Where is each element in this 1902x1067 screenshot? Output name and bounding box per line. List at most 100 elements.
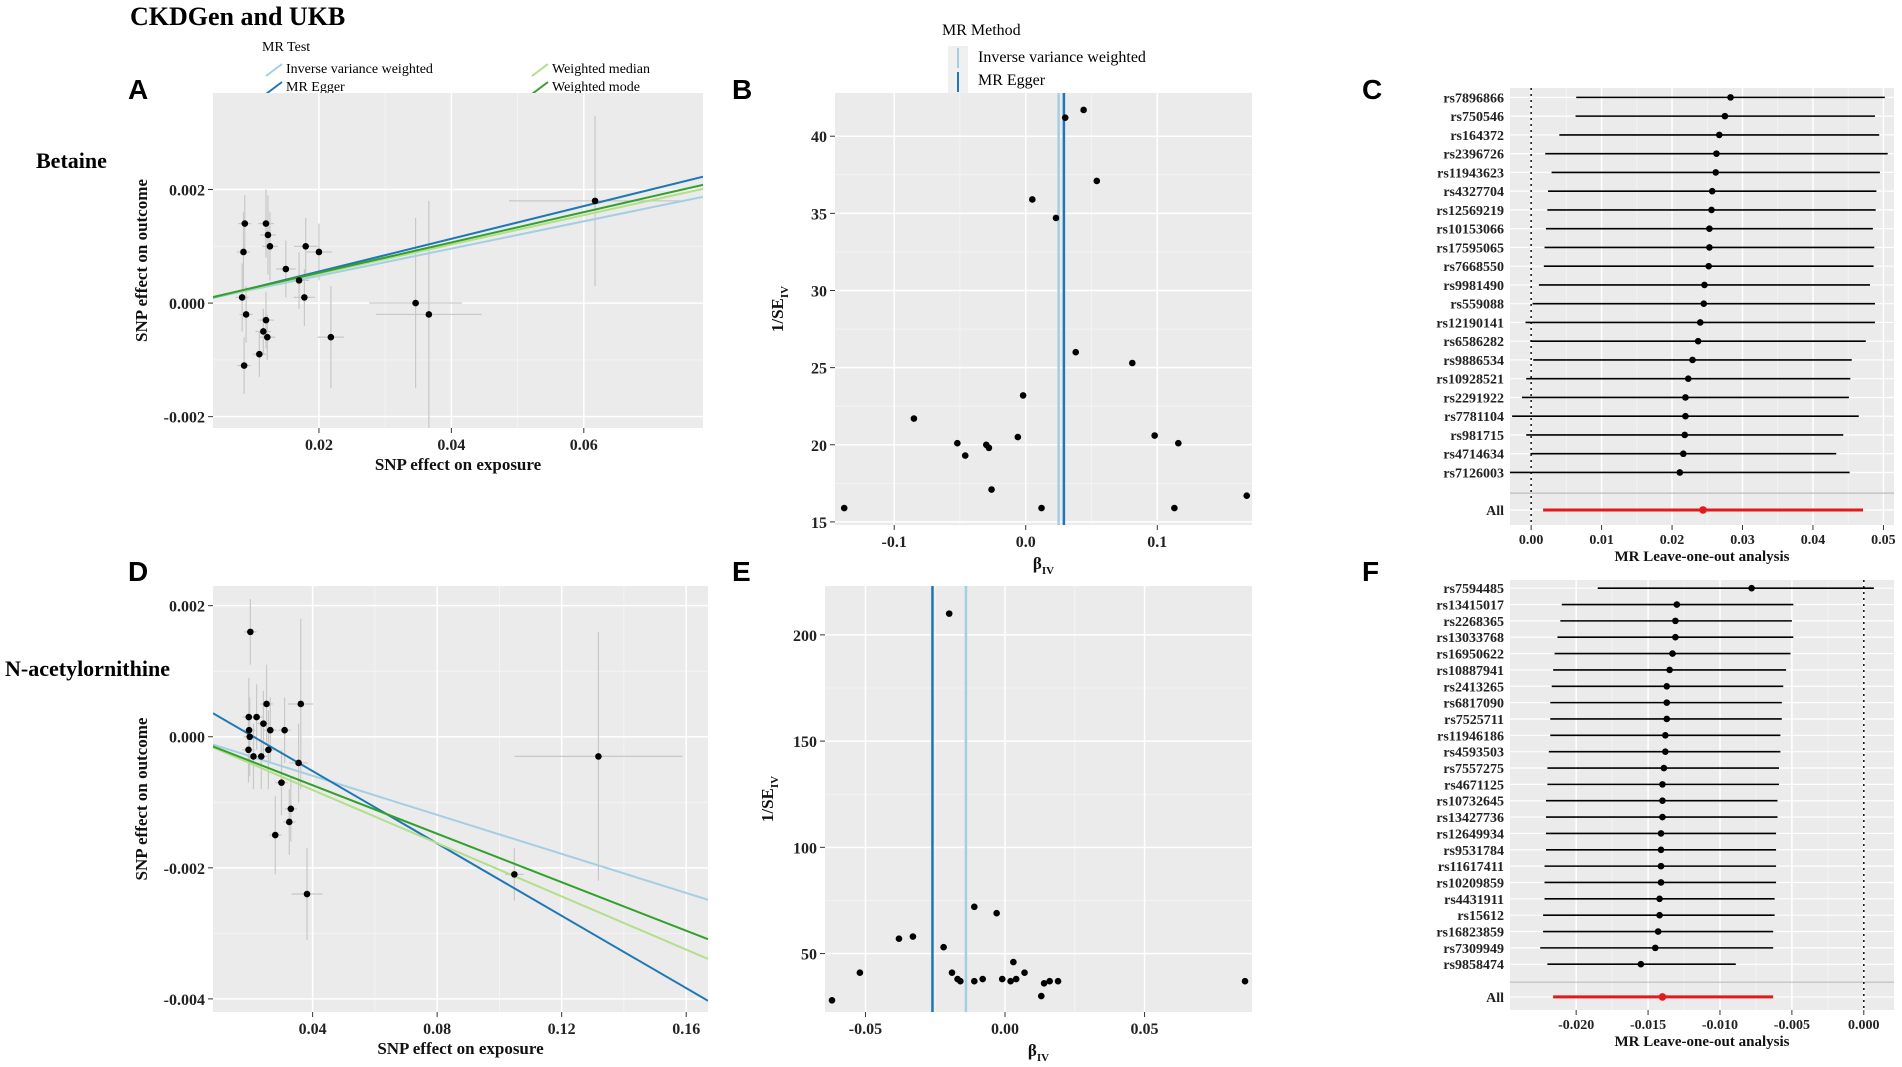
estimate-point: [1696, 319, 1704, 326]
snp-label: rs9858474: [1443, 958, 1504, 973]
legend-a-key-egger: [265, 81, 283, 95]
x-tick-label: 0.02: [305, 437, 333, 454]
snp-label: rs16950622: [1436, 648, 1504, 663]
regression-line: [213, 195, 703, 299]
snp-label: rs7781104: [1444, 410, 1504, 425]
data-point: [1052, 214, 1060, 222]
x-tick-label: 0.0: [1016, 534, 1036, 551]
legend-b-label-ivw: Inverse variance weighted: [978, 49, 1146, 66]
x-tick-label: -0.010: [1702, 1018, 1738, 1033]
x-tick-label: 0.04: [437, 437, 465, 454]
x-tick-label: 0.03: [1730, 533, 1755, 548]
y-tick-label: 15: [811, 515, 827, 532]
legend-a: Inverse variance weighted MR Egger Weigh…: [262, 62, 682, 102]
panel-b: -0.1 0.0 0.1 15 20 25 30 35 40 βIV 1/SEIV: [768, 93, 1252, 577]
data-point: [412, 299, 419, 307]
estimate-point: [1701, 281, 1708, 289]
estimate-point: [1694, 337, 1702, 345]
estimate-point: [1656, 911, 1663, 919]
data-point: [1012, 975, 1020, 983]
estimate-point: [1712, 169, 1720, 176]
snp-label: rs11617411: [1438, 860, 1504, 875]
plot-background: [835, 93, 1252, 525]
snp-label: rs2291922: [1443, 391, 1504, 406]
panel-a: 0.02 0.04 0.06 -0.002 0.000 0.002 SNP effect o…: [132, 93, 703, 474]
data-point: [262, 316, 270, 324]
estimate-point: [1706, 225, 1713, 232]
legend-a-key-wmedian: [531, 63, 549, 77]
snp-label: rs16823859: [1436, 926, 1504, 941]
panel-letter-b: B: [732, 74, 753, 105]
estimate-point: [1669, 650, 1676, 657]
data-point: [238, 294, 246, 301]
legend-a-label-wmedian: Weighted median: [552, 62, 651, 77]
y-axis-title: SNP effect on outcome: [132, 179, 151, 342]
estimate-point: [1672, 633, 1679, 641]
y-tick-label: 25: [811, 361, 827, 378]
x-axis-title: βIV: [1033, 554, 1054, 577]
x-axis-title: βIV: [1028, 1041, 1049, 1064]
data-point: [1010, 958, 1017, 966]
snp-label: rs559088: [1450, 298, 1504, 313]
snp-label: rs750546: [1450, 110, 1504, 125]
data-point: [1021, 969, 1028, 976]
panel-letter-e: E: [732, 556, 751, 587]
data-point: [985, 444, 993, 452]
data-point: [278, 779, 285, 786]
plot-background: [213, 93, 703, 428]
estimate-point: [1721, 112, 1729, 120]
data-point: [247, 628, 254, 636]
gridlines: [835, 93, 1252, 525]
x-tick-label: -0.05: [849, 1021, 882, 1038]
estimate-point: [1651, 944, 1659, 952]
estimate-point: [1659, 797, 1666, 805]
data-point: [993, 909, 1000, 917]
y-tick-label: 50: [801, 947, 817, 964]
data-point: [260, 720, 267, 727]
estimate-point: [1708, 187, 1716, 195]
data-point: [245, 726, 253, 734]
y-tick-label: 0.002: [169, 183, 205, 200]
data-point: [1243, 492, 1251, 499]
y-tick-label: 40: [811, 129, 827, 146]
data-point: [961, 452, 969, 459]
x-tick-label: -0.015: [1630, 1018, 1666, 1033]
data-point: [287, 805, 295, 813]
data-point: [979, 975, 986, 983]
data-point: [1175, 439, 1182, 447]
snp-label: rs6586282: [1443, 335, 1504, 350]
regression-line: [213, 712, 708, 1002]
snp-label: rs7668550: [1443, 260, 1504, 275]
y-tick-label: 100: [793, 840, 817, 857]
panel-e: -0.05 0.00 0.05 50 100 150 200 βIV 1/SEIV: [758, 586, 1252, 1064]
snp-label: rs12190141: [1436, 316, 1504, 331]
data-point: [954, 439, 961, 447]
x-tick-label: 0.04: [299, 1021, 327, 1038]
x-tick-label: -0.005: [1774, 1018, 1810, 1033]
y-tick-label: -0.002: [164, 410, 205, 427]
data-point: [910, 415, 918, 422]
y-tick-label: 0.002: [169, 599, 205, 616]
gridlines: [825, 586, 1252, 1012]
data-point: [595, 753, 602, 760]
data-point: [302, 243, 310, 250]
snp-label: rs2396726: [1443, 148, 1504, 163]
x-axis-title: SNP effect on exposure: [377, 1039, 544, 1058]
estimate-point: [1662, 732, 1669, 739]
data-point: [945, 610, 953, 617]
data-point: [1046, 977, 1053, 985]
data-point: [1128, 359, 1136, 367]
data-point: [840, 504, 848, 512]
snp-label: rs2413265: [1443, 680, 1504, 695]
data-point: [245, 746, 252, 754]
legend-a-label-ivw: Inverse variance weighted: [286, 62, 433, 77]
snp-label: rs9531784: [1443, 844, 1504, 859]
y-tick-label: -0.004: [164, 992, 205, 1009]
data-point: [1054, 977, 1062, 985]
data-point: [425, 311, 433, 318]
x-tick-label: 0.000: [1848, 1018, 1880, 1033]
snp-label: rs10153066: [1436, 223, 1504, 238]
gridlines: [213, 586, 708, 1012]
snp-label: rs981715: [1450, 429, 1504, 444]
data-point: [265, 746, 272, 754]
